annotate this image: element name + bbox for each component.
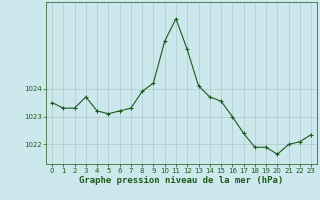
X-axis label: Graphe pression niveau de la mer (hPa): Graphe pression niveau de la mer (hPa): [79, 176, 284, 185]
